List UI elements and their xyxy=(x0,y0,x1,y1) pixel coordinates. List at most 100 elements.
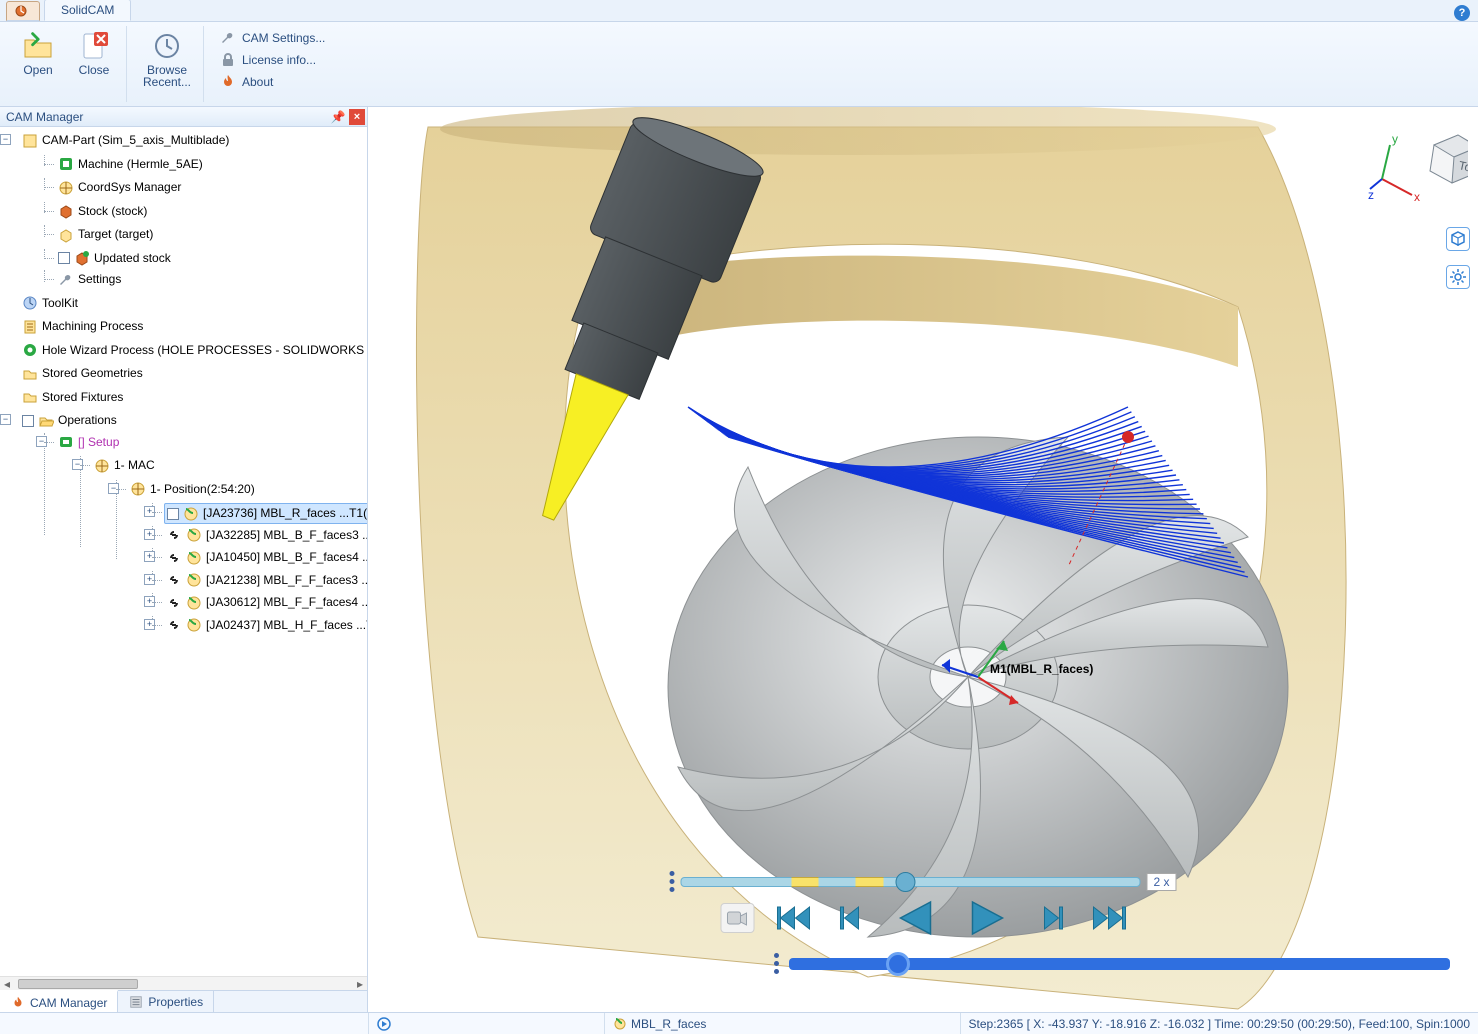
license-info-label: License info... xyxy=(242,53,316,67)
tab-label: Properties xyxy=(148,995,203,1009)
tree-node-cam-part[interactable]: CAM-Part (Sim_5_axis_Multiblade) xyxy=(20,131,231,150)
tree-node-stored-geometries[interactable]: Stored Geometries xyxy=(20,364,145,383)
twisty-expanded-icon[interactable]: − xyxy=(0,414,11,425)
app-icon[interactable] xyxy=(6,1,40,21)
flame-icon xyxy=(10,995,26,1011)
open-button[interactable]: Open xyxy=(12,28,64,78)
pin-icon[interactable]: 📌 xyxy=(331,110,345,124)
license-info-button[interactable]: License info... xyxy=(214,50,322,70)
view-cube-button[interactable] xyxy=(1446,227,1470,251)
twisty-collapsed-icon[interactable]: + xyxy=(144,551,155,562)
tree-label: Updated stock xyxy=(94,249,171,268)
tree-label: Machine (Hermle_5AE) xyxy=(78,155,203,174)
tree-node-position[interactable]: 1- Position(2:54:20) xyxy=(128,480,257,499)
speed-slider[interactable] xyxy=(680,877,1140,887)
view-settings-button[interactable] xyxy=(1446,265,1470,289)
play-forward-button[interactable] xyxy=(962,898,1010,938)
viewport-3d[interactable]: M1(MBL_R_faces) xyzTop 2 x xyxy=(368,107,1478,1012)
panel-header: CAM Manager 📌 × xyxy=(0,107,367,127)
tree-node-coordsys[interactable]: CoordSys Manager xyxy=(56,178,183,197)
tree-node-hole-wizard[interactable]: Hole Wizard Process (HOLE PROCESSES - SO… xyxy=(20,341,367,360)
tab-properties[interactable]: Properties xyxy=(118,991,214,1013)
operation-icon xyxy=(186,595,202,611)
tab-strip: SolidCAM ? xyxy=(0,0,1478,22)
tree-node-updated-stock[interactable]: Updated stock xyxy=(56,249,173,268)
tree-node-operation[interactable]: [JA30612] MBL_F_F_faces4 ...T2((-:-:-)) xyxy=(164,593,367,612)
seek-bar[interactable] xyxy=(774,953,1450,974)
twisty-collapsed-icon[interactable]: + xyxy=(144,506,155,517)
twisty-expanded-icon[interactable]: − xyxy=(36,436,47,447)
twisty-collapsed-icon[interactable]: + xyxy=(144,529,155,540)
operation-icon xyxy=(183,506,199,522)
tree-node-stock[interactable]: Stock (stock) xyxy=(56,202,149,221)
scroll-right-icon[interactable]: ▸ xyxy=(353,978,367,990)
main-area: CAM Manager 📌 × − CAM-Part (Sim_5_axis_M… xyxy=(0,107,1478,1012)
view-tools xyxy=(1446,227,1470,289)
tree-node-settings[interactable]: Settings xyxy=(56,270,123,289)
step-back-button[interactable] xyxy=(834,902,870,934)
tree-node-operation[interactable]: [JA23736] MBL_R_faces ...T1(2:54:20) xyxy=(164,503,367,524)
tree-label: Operations xyxy=(58,411,117,430)
twisty-expanded-icon[interactable]: − xyxy=(0,134,11,145)
link-icon xyxy=(166,595,182,611)
browse-recent-button[interactable]: Browse Recent... xyxy=(137,28,197,90)
tree-label: Stored Geometries xyxy=(42,364,143,383)
svg-text:x: x xyxy=(1414,190,1420,204)
tree-node-setup[interactable]: [] Setup xyxy=(56,433,121,452)
skip-end-button[interactable] xyxy=(1090,902,1126,934)
twisty-collapsed-icon[interactable]: + xyxy=(144,619,155,630)
setup-icon xyxy=(58,434,74,450)
step-forward-button[interactable] xyxy=(1032,902,1068,934)
checkbox-icon[interactable] xyxy=(167,508,179,520)
tree-node-operation[interactable]: [JA21238] MBL_F_F_faces3 ...T2((-:-:-)) xyxy=(164,571,367,590)
twisty-expanded-icon[interactable]: − xyxy=(72,459,83,470)
view-triad[interactable]: xyzTop xyxy=(1368,113,1468,213)
twisty-collapsed-icon[interactable]: + xyxy=(144,574,155,585)
coordsys-icon xyxy=(94,458,110,474)
tree-label: Settings xyxy=(78,270,121,289)
tree-label: [JA21238] MBL_F_F_faces3 ...T2((-:-:-)) xyxy=(206,571,367,590)
drag-handle-icon[interactable] xyxy=(774,953,779,974)
tree-node-mac[interactable]: 1- MAC xyxy=(92,456,157,475)
tree-label: Machining Process xyxy=(42,317,143,336)
tree-node-target[interactable]: Target (target) xyxy=(56,225,155,244)
scrollbar-thumb[interactable] xyxy=(18,979,138,989)
tab-label: CAM Manager xyxy=(30,996,107,1010)
scroll-left-icon[interactable]: ◂ xyxy=(0,978,14,990)
skip-start-button[interactable] xyxy=(776,902,812,934)
tree-node-machining-process[interactable]: Machining Process xyxy=(20,317,145,336)
link-icon xyxy=(166,527,182,543)
panel-title: CAM Manager xyxy=(6,110,83,124)
checkbox-icon[interactable] xyxy=(22,415,34,427)
tree-node-operation[interactable]: [JA32285] MBL_B_F_faces3 ...T2((-:-:-)) xyxy=(164,526,367,545)
status-bar: MBL_R_faces Step:2365 [ X: -43.937 Y: -1… xyxy=(0,1012,1478,1034)
svg-text:z: z xyxy=(1368,188,1374,202)
tree-node-operations[interactable]: Operations xyxy=(20,411,119,430)
tree-node-stored-fixtures[interactable]: Stored Fixtures xyxy=(20,388,125,407)
tree-node-machine[interactable]: Machine (Hermle_5AE) xyxy=(56,155,205,174)
play-back-button[interactable] xyxy=(892,898,940,938)
camera-record-button[interactable] xyxy=(720,903,754,933)
recent-icon xyxy=(151,30,183,62)
help-icon[interactable]: ? xyxy=(1454,5,1470,21)
tree-view[interactable]: − CAM-Part (Sim_5_axis_Multiblade) Machi… xyxy=(0,127,367,976)
tree-node-toolkit[interactable]: ToolKit xyxy=(20,294,80,313)
about-button[interactable]: About xyxy=(214,72,279,92)
twisty-collapsed-icon[interactable]: + xyxy=(144,596,155,607)
tab-cam-manager[interactable]: CAM Manager xyxy=(0,990,118,1014)
tree-node-operation[interactable]: [JA02437] MBL_H_F_faces ...T1((-:-:-)) xyxy=(164,616,367,635)
ribbon: Open Close Browse Recent... CAM Settings… xyxy=(0,22,1478,107)
checkbox-icon[interactable] xyxy=(58,252,70,264)
twisty-expanded-icon[interactable]: − xyxy=(108,483,119,494)
seek-track[interactable] xyxy=(789,958,1450,970)
horizontal-scrollbar[interactable]: ◂ ▸ xyxy=(0,976,367,990)
cam-settings-button[interactable]: CAM Settings... xyxy=(214,28,331,48)
tree-label: [JA32285] MBL_B_F_faces3 ...T2((-:-:-)) xyxy=(206,526,367,545)
close-button[interactable]: Close xyxy=(68,28,120,78)
properties-icon xyxy=(128,994,144,1010)
panel-close-button[interactable]: × xyxy=(349,109,365,125)
tab-solidcam[interactable]: SolidCAM xyxy=(44,0,131,21)
folder-icon xyxy=(22,389,38,405)
drag-handle-icon[interactable] xyxy=(669,871,674,892)
tree-node-operation[interactable]: [JA10450] MBL_B_F_faces4 ...T2((-:-:-)) xyxy=(164,548,367,567)
